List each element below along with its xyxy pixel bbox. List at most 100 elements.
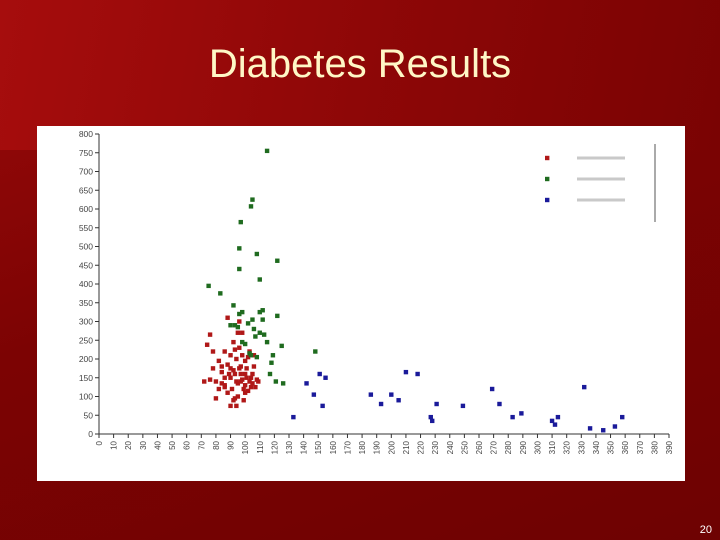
data-point xyxy=(428,414,433,420)
data-point xyxy=(260,308,265,313)
data-point xyxy=(237,266,242,272)
data-point xyxy=(241,398,246,403)
x-tick-label: 110 xyxy=(256,440,265,453)
data-point xyxy=(219,369,224,375)
data-point xyxy=(253,334,258,339)
data-point xyxy=(206,283,211,289)
data-point xyxy=(245,354,251,360)
data-point xyxy=(587,426,593,431)
x-tick-label: 50 xyxy=(168,440,177,449)
data-point xyxy=(317,371,322,377)
data-point xyxy=(240,330,245,335)
y-tick-label: 700 xyxy=(79,167,93,177)
data-point xyxy=(242,341,248,347)
data-point xyxy=(241,386,246,392)
data-point xyxy=(489,386,495,392)
data-point xyxy=(250,381,255,386)
y-tick-label: 550 xyxy=(79,223,93,233)
data-point xyxy=(612,424,618,429)
data-point xyxy=(234,403,239,409)
data-point xyxy=(207,377,213,382)
data-point xyxy=(219,381,224,386)
data-point xyxy=(251,326,257,332)
scatter-chart: 0501001502002503003504004505005506006507… xyxy=(79,129,674,454)
x-tick-label: 130 xyxy=(285,440,294,454)
y-tick-label: 50 xyxy=(84,410,94,420)
legend-marker xyxy=(545,176,550,182)
legend-label xyxy=(577,156,625,160)
legend-marker xyxy=(545,155,550,161)
data-point xyxy=(237,246,242,251)
x-tick-label: 210 xyxy=(402,440,411,454)
y-tick-label: 600 xyxy=(79,204,93,214)
data-point xyxy=(228,366,233,371)
data-point xyxy=(582,384,587,390)
data-point xyxy=(267,371,273,377)
data-point xyxy=(247,379,252,384)
y-tick-label: 400 xyxy=(79,279,93,289)
header-band xyxy=(0,0,720,150)
data-point xyxy=(238,371,243,377)
data-point xyxy=(254,354,260,360)
data-point xyxy=(250,371,255,377)
y-tick-label: 0 xyxy=(88,429,93,439)
x-tick-label: 320 xyxy=(563,440,572,454)
data-point xyxy=(460,403,466,409)
x-tick-label: 310 xyxy=(548,440,557,454)
data-point xyxy=(225,362,230,367)
x-tick-label: 160 xyxy=(329,440,338,454)
data-point xyxy=(242,390,248,395)
data-point xyxy=(235,381,241,386)
x-tick-label: 230 xyxy=(431,440,440,454)
data-point xyxy=(225,315,230,320)
y-tick-label: 750 xyxy=(79,148,93,158)
data-point xyxy=(234,356,239,362)
x-tick-label: 330 xyxy=(577,440,586,454)
data-point xyxy=(245,321,251,326)
data-point xyxy=(403,369,409,375)
data-point xyxy=(237,311,242,317)
y-tick-label: 250 xyxy=(79,335,93,345)
data-point xyxy=(257,309,262,315)
x-tick-label: 60 xyxy=(183,440,192,449)
data-point xyxy=(238,219,243,225)
data-point xyxy=(204,342,210,347)
data-point xyxy=(248,384,254,390)
data-point xyxy=(519,411,524,416)
data-point xyxy=(225,390,230,395)
data-point xyxy=(244,366,249,371)
data-point xyxy=(601,428,606,433)
data-point xyxy=(242,358,248,364)
data-point xyxy=(231,303,236,308)
data-point xyxy=(240,309,245,315)
x-tick-label: 80 xyxy=(212,440,221,449)
x-tick-label: 290 xyxy=(519,440,528,454)
data-point xyxy=(240,353,245,358)
data-point xyxy=(275,313,280,319)
data-point xyxy=(235,330,241,335)
data-point xyxy=(210,366,216,371)
x-tick-label: 20 xyxy=(124,440,133,449)
x-tick-label: 270 xyxy=(490,440,499,454)
data-point xyxy=(291,414,296,420)
data-point xyxy=(270,353,276,358)
y-tick-label: 450 xyxy=(79,260,93,270)
x-tick-label: 260 xyxy=(475,440,484,454)
data-point xyxy=(497,401,502,407)
y-tick-label: 100 xyxy=(79,392,93,402)
data-point xyxy=(248,375,254,380)
chart-panel: 0 50 100 150 200 250 300 350 400 450 500 550 600 650 7… xyxy=(37,126,685,481)
x-tick-label: 170 xyxy=(343,440,352,454)
data-point xyxy=(242,371,248,377)
x-tick-label: 250 xyxy=(460,440,469,454)
data-point xyxy=(228,323,233,328)
data-point xyxy=(213,379,219,384)
data-point xyxy=(250,317,255,322)
x-tick-label: 390 xyxy=(665,440,674,454)
data-point xyxy=(378,401,384,407)
data-point xyxy=(510,414,515,420)
x-tick-label: 280 xyxy=(504,440,513,454)
data-point xyxy=(555,414,561,420)
data-point xyxy=(235,324,241,330)
x-tick-label: 380 xyxy=(650,440,659,454)
